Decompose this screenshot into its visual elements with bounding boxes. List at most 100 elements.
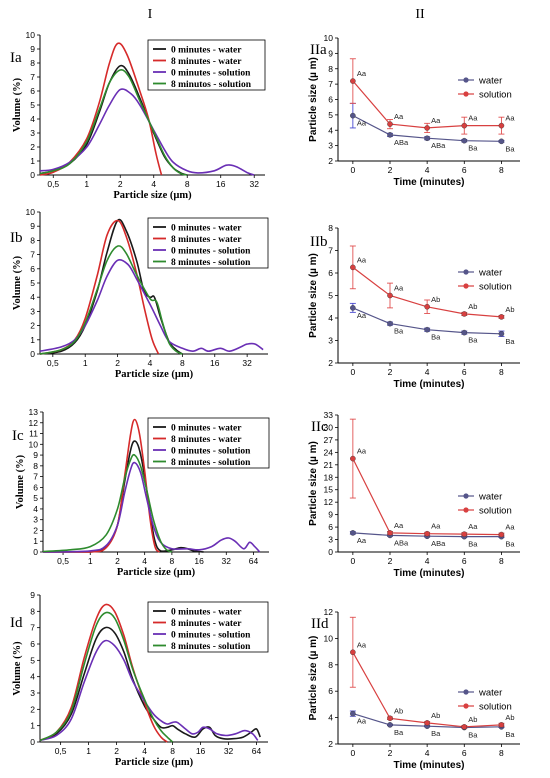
chart-iia: IIa 2 3 4 5 6 7 8 9 10 0 2 4 6 8 Time (minutes) Particle… (308, 33, 520, 188)
y-tick-label: 4 (30, 672, 35, 682)
chart-iid: IId 2 4 6 8 10 12 0 2 4 6 8 Time (minutes) Particle s… (308, 607, 520, 771)
y-tick-label: 5 (328, 110, 333, 120)
series-line-m0-solution (42, 461, 261, 553)
significance-label: ABa (431, 141, 446, 150)
legend-marker (463, 689, 469, 695)
significance-label: ABa (394, 138, 409, 147)
x-tick-label: 16 (216, 179, 226, 189)
legend-entry: 0 minutes - solution (171, 447, 251, 457)
column-heading-left: I (148, 7, 153, 22)
y-axis-label: Volume (%) (15, 454, 26, 509)
data-point-water (387, 722, 393, 728)
y-axis-label: Particle size (µ m) (308, 441, 319, 526)
data-point-solution (498, 531, 505, 538)
significance-label: Ab (431, 295, 440, 304)
legend-box (147, 217, 269, 269)
series-line-solution (352, 80, 502, 129)
x-tick-label: 1 (83, 358, 88, 368)
significance-label: Aa (357, 447, 367, 456)
significance-label: Ba (468, 144, 478, 153)
x-tick-label: 0 (350, 556, 355, 566)
y-tick-label: 18 (324, 472, 334, 482)
y-tick-label: 1 (30, 721, 35, 731)
data-point-water (350, 305, 356, 311)
y-tick-label: 5 (30, 100, 35, 110)
y-tick-label: 10 (26, 207, 36, 217)
significance-label: Ba (505, 730, 515, 739)
x-tick-label: 8 (180, 358, 185, 368)
data-point-water (350, 530, 356, 536)
y-tick-label: 8 (328, 223, 333, 233)
x-tick-label: 1 (84, 179, 89, 189)
y-tick-label: 1 (33, 536, 38, 546)
legend-entry: 8 minutes - water (171, 619, 242, 629)
data-point-water (498, 330, 505, 337)
significance-label: Ab (505, 713, 514, 722)
y-tick-label: 4 (30, 292, 35, 302)
legend-box (147, 601, 269, 653)
series-line-m8-solution (39, 245, 183, 355)
y-tick-label: 12 (324, 607, 334, 617)
y-tick-label: 4 (328, 713, 333, 723)
y-tick-label: 12 (29, 418, 39, 428)
column-heading-right: II (415, 7, 425, 22)
legend-entry: 8 minutes - water (171, 435, 242, 445)
legend-entry: 8 minutes - solution (171, 642, 251, 652)
x-tick-label: 16 (210, 358, 220, 368)
y-axis-label: Volume (%) (12, 641, 23, 696)
x-axis-label: Particle size (µm) (117, 567, 196, 578)
y-tick-label: 0 (30, 737, 35, 747)
y-tick-label: 7 (30, 250, 35, 260)
x-axis-label: Time (minutes) (394, 568, 465, 579)
significance-label: Aa (394, 521, 404, 530)
y-tick-label: 24 (324, 447, 334, 457)
x-tick-label: 2 (388, 367, 393, 377)
x-tick-label: 4 (425, 556, 430, 566)
y-tick-label: 7 (33, 472, 38, 482)
y-tick-label: 21 (324, 460, 334, 470)
x-tick-label: 2 (388, 556, 393, 566)
y-tick-label: 5 (30, 278, 35, 288)
significance-label: Aa (394, 284, 404, 293)
legend-marker (463, 283, 469, 289)
data-point-solution (424, 125, 430, 131)
significance-label: Ba (468, 336, 478, 345)
y-tick-label: 2 (328, 739, 333, 749)
y-tick-label: 8 (30, 235, 35, 245)
x-tick-label: 6 (462, 748, 467, 758)
x-tick-label: 16 (196, 746, 206, 756)
y-axis-label: Particle size (µ m) (308, 57, 319, 142)
y-tick-label: 7 (30, 623, 35, 633)
y-tick-label: 0 (33, 547, 38, 557)
significance-label: Ba (394, 327, 404, 336)
y-tick-label: 7 (328, 246, 333, 256)
y-tick-label: 2 (328, 358, 333, 368)
x-tick-label: 2 (114, 746, 119, 756)
x-tick-label: 4 (142, 556, 147, 566)
y-tick-label: 33 (324, 410, 334, 420)
y-tick-label: 8 (30, 58, 35, 68)
data-point-water (350, 112, 356, 119)
significance-label: Aa (357, 640, 367, 649)
y-tick-label: 2 (30, 142, 35, 152)
y-tick-label: 9 (30, 590, 35, 600)
x-axis-label: Time (minutes) (394, 760, 465, 771)
significance-label: Aa (357, 717, 367, 726)
x-tick-label: 2 (118, 179, 123, 189)
y-tick-label: 10 (324, 633, 334, 643)
significance-label: Aa (394, 112, 404, 121)
y-tick-label: 0 (328, 547, 333, 557)
data-point-water (461, 329, 468, 336)
y-tick-label: 15 (324, 485, 334, 495)
x-tick-label: 6 (462, 367, 467, 377)
series-line-m0-solution (39, 639, 259, 742)
legend-marker (463, 269, 469, 275)
series-line-m0-water (39, 626, 261, 742)
panel-label: Ia (10, 50, 22, 66)
significance-label: Aa (357, 311, 367, 320)
significance-label: Aa (357, 119, 367, 128)
legend-entry: 8 minutes - solution (171, 258, 251, 268)
legend-entry: solution (479, 90, 512, 101)
x-tick-label: 0,5 (55, 746, 67, 756)
